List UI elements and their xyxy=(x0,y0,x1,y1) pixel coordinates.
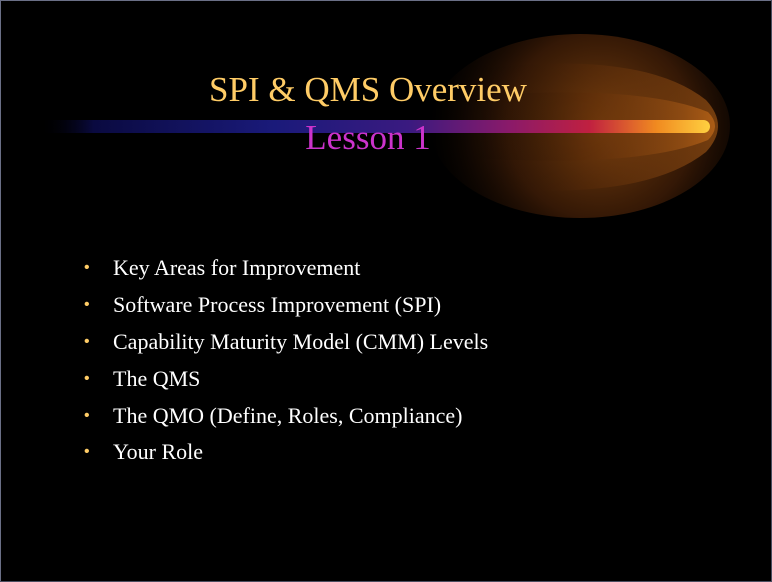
list-item: • Key Areas for Improvement xyxy=(84,250,488,287)
bullet-marker: • xyxy=(84,259,90,277)
list-item: • Capability Maturity Model (CMM) Levels xyxy=(84,324,488,361)
bullet-text: Capability Maturity Model (CMM) Levels xyxy=(113,328,489,354)
bullet-marker: • xyxy=(84,443,90,461)
bullet-list: • Key Areas for Improvement • Software P… xyxy=(84,250,488,471)
bullet-text: The QMS xyxy=(113,365,201,391)
bullet-text: The QMO (Define, Roles, Compliance) xyxy=(113,402,463,428)
bullet-marker: • xyxy=(84,332,90,350)
bullet-marker: • xyxy=(84,369,90,387)
bullet-text: Software Process Improvement (SPI) xyxy=(113,292,442,318)
list-item: • Software Process Improvement (SPI) xyxy=(84,287,488,324)
slide-subtitle: Lesson 1 xyxy=(305,118,431,157)
slide-title: SPI & QMS Overview xyxy=(209,70,527,109)
bullet-text: Your Role xyxy=(113,439,204,465)
list-item: • The QMO (Define, Roles, Compliance) xyxy=(84,397,488,434)
list-item: • The QMS xyxy=(84,360,488,397)
slide-border-left xyxy=(0,0,1,582)
slide-border-top xyxy=(0,0,772,1)
comet-streak xyxy=(40,120,710,133)
bullet-marker: • xyxy=(84,406,90,424)
title-block: SPI & QMS Overview Lesson 1 xyxy=(0,66,736,162)
bullet-text: Key Areas for Improvement xyxy=(113,255,361,281)
list-item: • Your Role xyxy=(84,434,488,471)
bullet-marker: • xyxy=(84,296,90,314)
